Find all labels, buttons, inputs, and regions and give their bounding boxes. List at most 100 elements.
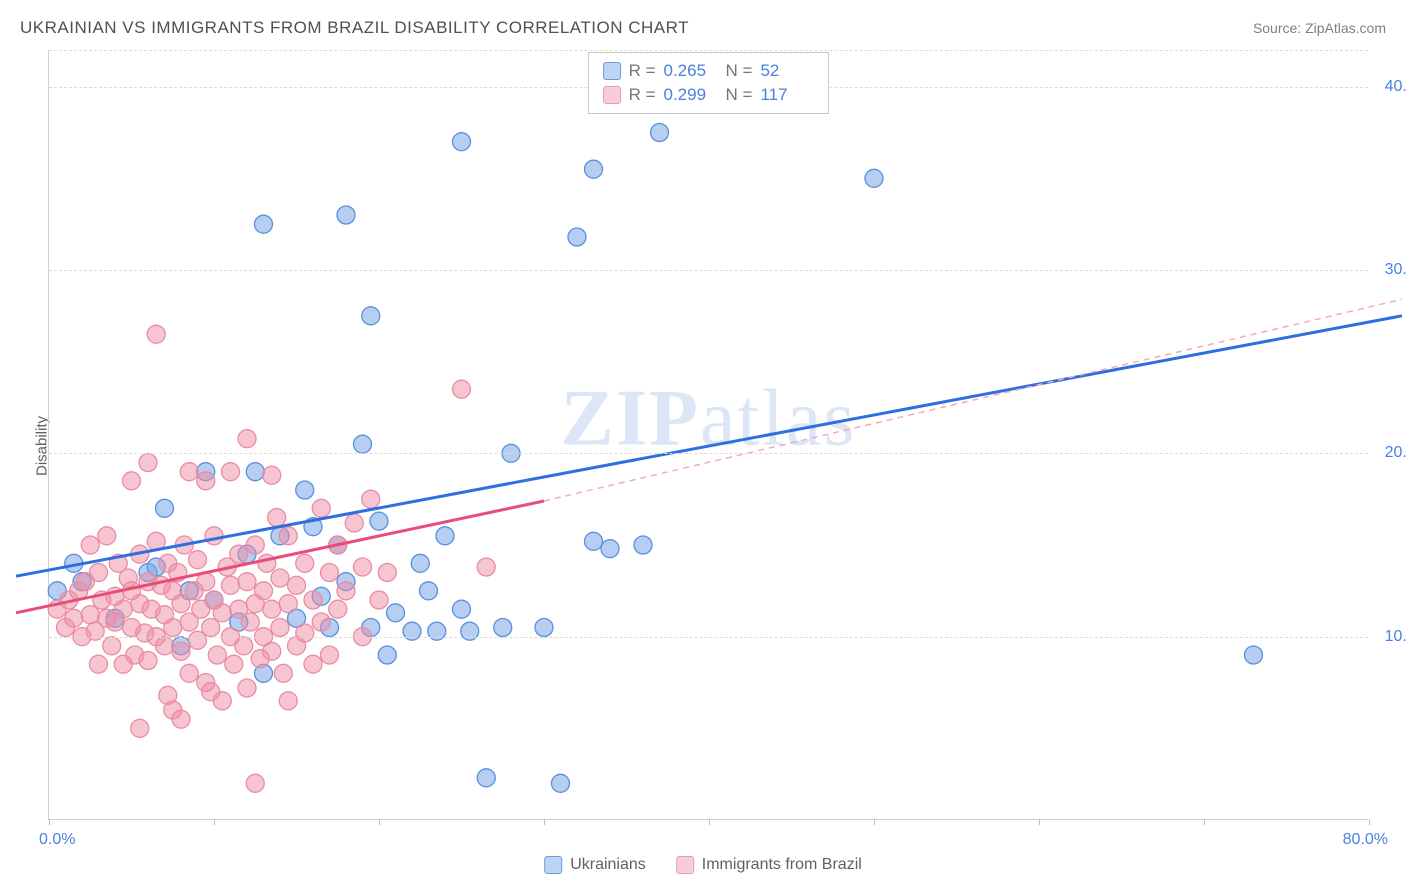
scatter-point [274,664,292,682]
scatter-point [378,564,396,582]
scatter-point [296,624,314,642]
scatter-point [337,206,355,224]
scatter-point [98,527,116,545]
scatter-point [271,619,289,637]
scatter-point [139,652,157,670]
scatter-point [180,463,198,481]
scatter-point [321,564,339,582]
scatter-point [279,527,297,545]
scatter-point [156,637,174,655]
scatter-point [131,719,149,737]
scatter-point [205,527,223,545]
legend-swatch [603,86,621,104]
scatter-point [90,564,108,582]
x-tick [544,819,545,825]
scatter-point [568,228,586,246]
scatter-point [436,527,454,545]
scatter-point [354,435,372,453]
n-label: N = [726,85,753,105]
scatter-point [329,600,347,618]
scatter-point [241,613,259,631]
scatter-point [255,215,273,233]
x-tick [49,819,50,825]
stats-row: R =0.299N =117 [603,83,815,107]
scatter-point [651,124,669,142]
r-value: 0.265 [664,61,718,81]
source-attribution: Source: ZipAtlas.com [1253,20,1386,36]
scatter-point [279,692,297,710]
x-tick [1369,819,1370,825]
y-tick-label: 30.0% [1385,261,1406,279]
trend-line [544,299,1402,501]
scatter-point [180,664,198,682]
scatter-point [453,600,471,618]
legend-swatch [603,62,621,80]
scatter-point [202,619,220,637]
scatter-point [222,576,240,594]
chart-title: UKRAINIAN VS IMMIGRANTS FROM BRAZIL DISA… [20,18,689,38]
gridline-h [49,270,1368,271]
scatter-point [634,536,652,554]
x-tick [214,819,215,825]
scatter-point [65,609,83,627]
gridline-h [49,50,1368,51]
x-tick [379,819,380,825]
scatter-point [420,582,438,600]
scatter-point [552,774,570,792]
scatter-point [1245,646,1263,664]
x-axis-max-label: 80.0% [1343,831,1388,849]
x-axis-min-label: 0.0% [39,831,75,849]
scatter-point [585,532,603,550]
plot-area: ZIPatlas R =0.265N =52R =0.299N =117 0.0… [48,50,1368,820]
scatter-point [81,606,99,624]
scatter-point [601,540,619,558]
n-label: N = [726,61,753,81]
stats-legend-box: R = 0.265 N = 52R =0.299N =117 [588,52,830,114]
scatter-point [172,642,190,660]
scatter-point [164,619,182,637]
scatter-point [370,512,388,530]
scatter-point [81,536,99,554]
scatter-point [139,454,157,472]
scatter-point [288,576,306,594]
scatter-point [337,582,355,600]
x-tick [1039,819,1040,825]
scatter-point [296,481,314,499]
scatter-point [103,637,121,655]
legend-label: Immigrants from Brazil [702,856,862,874]
legend-swatch [544,856,562,874]
stats-row: R = 0.265 N = 52 [603,59,815,83]
legend-swatch [676,856,694,874]
scatter-point [246,463,264,481]
scatter-point [189,551,207,569]
scatter-point [114,600,132,618]
scatter-point [263,642,281,660]
series-legend: Ukrainians Immigrants from Brazil [544,856,862,874]
r-label: R = [629,85,656,105]
scatter-point [230,545,248,563]
scatter-point [90,655,108,673]
legend-item: Immigrants from Brazil [676,856,862,874]
scatter-point [477,558,495,576]
scatter-point [354,558,372,576]
scatter-point [263,466,281,484]
scatter-point [865,169,883,187]
scatter-point [238,573,256,591]
scatter-point [202,683,220,701]
scatter-point [263,600,281,618]
r-label: R = [629,61,656,81]
scatter-point [477,769,495,787]
scatter-point [255,582,273,600]
scatter-point [321,646,339,664]
n-value: 52 [760,61,814,81]
legend-label: Ukrainians [570,856,646,874]
scatter-point [238,679,256,697]
y-tick-label: 10.0% [1385,628,1406,646]
scatter-point [197,472,215,490]
x-tick [709,819,710,825]
scatter-point [585,160,603,178]
scatter-point [296,554,314,572]
scatter-point [304,655,322,673]
scatter-point [238,430,256,448]
scatter-point [208,646,226,664]
